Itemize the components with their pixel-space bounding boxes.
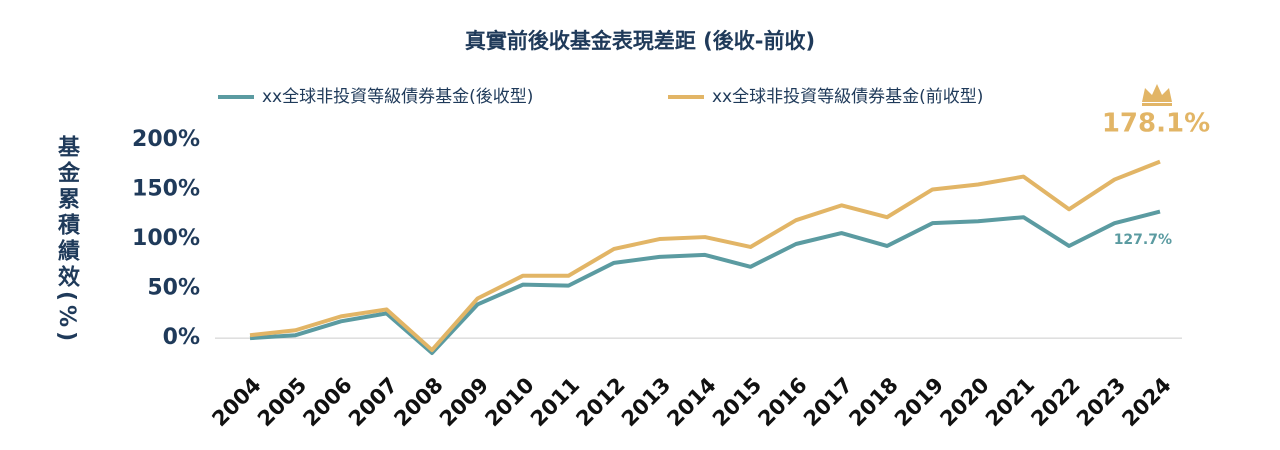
series-line (249, 159, 1161, 353)
data-label: 127.7% (1114, 232, 1172, 248)
y-tick-label: 200% (132, 127, 200, 152)
crown-icon (1142, 84, 1172, 106)
x-tick-label: 2010 (480, 373, 538, 431)
x-tick-label: 2006 (298, 373, 356, 431)
x-tick-label: 2016 (753, 373, 811, 431)
x-tick-label: 2008 (389, 373, 447, 431)
x-tick-label: 2015 (708, 373, 766, 431)
y-axis-label: 基金累積績效(%) (54, 135, 79, 346)
x-tick-label: 2021 (981, 373, 1039, 431)
legend-label: xx全球非投資等級債券基金(後收型) (262, 87, 533, 107)
x-tick-label: 2022 (1026, 373, 1084, 431)
x-tick-label: 2012 (571, 373, 629, 431)
x-tick-label: 2011 (526, 373, 584, 431)
x-tick-label: 2019 (890, 373, 948, 431)
series-line (249, 209, 1161, 356)
x-tick-label: 2017 (799, 373, 857, 431)
x-tick-label: 2018 (844, 373, 902, 431)
x-tick-label: 2024 (1117, 373, 1175, 431)
x-tick-label: 2005 (253, 373, 311, 431)
x-tick-label: 2004 (207, 373, 265, 431)
chart-title: 真實前後收基金表現差距 (後收-前收) (465, 29, 815, 53)
x-tick-label: 2013 (617, 373, 675, 431)
legend-label: xx全球非投資等級債券基金(前收型) (712, 87, 983, 107)
x-tick-label: 2023 (1072, 373, 1130, 431)
y-tick-label: 150% (132, 176, 200, 201)
x-tick-label: 2020 (935, 373, 993, 431)
data-label: 178.1% (1102, 109, 1210, 139)
y-tick-label: 100% (132, 226, 200, 251)
x-tick-label: 2009 (435, 373, 493, 431)
x-tick-label: 2014 (662, 373, 720, 431)
x-tick-label: 2007 (344, 373, 402, 431)
y-tick-label: 0% (163, 325, 200, 350)
y-tick-label: 50% (147, 276, 200, 301)
